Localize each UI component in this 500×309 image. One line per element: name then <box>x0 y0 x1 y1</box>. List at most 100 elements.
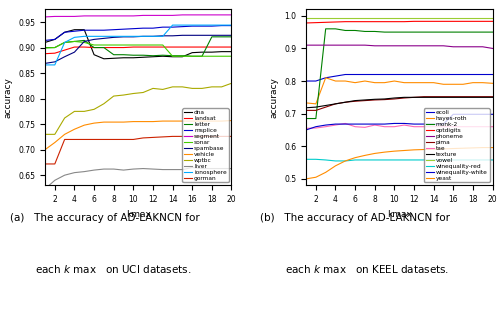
vowel <box>470 17 476 20</box>
ionosphere <box>228 23 234 27</box>
yeast <box>470 146 476 150</box>
yeast <box>352 156 358 159</box>
pima <box>322 105 328 109</box>
dna <box>101 57 107 61</box>
ionosphere <box>160 35 166 38</box>
msplice <box>228 24 234 28</box>
msplice <box>209 24 215 28</box>
ecoli <box>440 73 446 76</box>
liver <box>91 168 97 172</box>
pima <box>421 95 427 99</box>
texture <box>421 95 427 99</box>
phoneme <box>401 44 407 48</box>
ecoli <box>430 73 436 76</box>
wptbc <box>120 93 126 97</box>
ecoli <box>490 73 496 76</box>
vehicle <box>228 119 234 122</box>
landsat <box>72 45 78 49</box>
msplice <box>180 25 186 28</box>
Line: pima: pima <box>306 97 492 110</box>
optdigits <box>352 20 358 23</box>
phoneme <box>460 45 466 49</box>
yeast <box>392 149 398 153</box>
winequality-white <box>460 112 466 116</box>
msplice <box>140 26 146 30</box>
vowel <box>362 17 368 20</box>
gorman <box>130 138 136 141</box>
ecoli <box>342 73 348 76</box>
optdigits <box>382 20 388 23</box>
texture <box>450 95 456 99</box>
Legend: dna, landsat, letter, msplice, segment, sonar, spambase, vehicle, wptbc, liver, : dna, landsat, letter, msplice, segment, … <box>182 108 228 183</box>
letter <box>42 46 48 49</box>
msplice <box>199 24 205 28</box>
winequality-red <box>450 158 456 162</box>
monk-2 <box>372 30 378 33</box>
monk-2 <box>490 30 496 34</box>
gorman <box>218 134 224 138</box>
texture <box>401 95 407 99</box>
ionosphere <box>180 23 186 27</box>
monk-2 <box>322 27 328 31</box>
wptbc <box>62 116 68 120</box>
sonar <box>180 54 186 58</box>
winequality-red <box>382 158 388 162</box>
yeast <box>332 164 338 168</box>
pima <box>490 95 496 99</box>
texture <box>382 97 388 101</box>
landsat <box>218 45 224 49</box>
Line: ecoli: ecoli <box>306 74 492 81</box>
Line: winequality-red: winequality-red <box>306 159 492 161</box>
Line: msplice: msplice <box>45 26 232 40</box>
Line: vehicle: vehicle <box>45 121 232 150</box>
tae <box>490 125 496 129</box>
dna <box>130 56 136 60</box>
ecoli <box>450 73 456 76</box>
Line: dna: dna <box>45 30 232 59</box>
dna <box>91 53 97 57</box>
winequality-white <box>342 122 348 126</box>
optdigits <box>332 20 338 24</box>
monk-2 <box>421 30 427 34</box>
msplice <box>91 28 97 32</box>
texture <box>480 95 486 99</box>
vowel <box>372 17 378 20</box>
Text: (b)   The accuracy of AD-LAKNCN for: (b) The accuracy of AD-LAKNCN for <box>260 213 450 223</box>
spambase <box>52 60 58 64</box>
tae <box>430 125 436 129</box>
liver <box>189 166 195 169</box>
monk-2 <box>332 27 338 31</box>
segment <box>52 15 58 18</box>
ecoli <box>401 73 407 76</box>
phoneme <box>421 44 427 48</box>
sonar <box>42 46 48 50</box>
vowel <box>440 17 446 20</box>
liver <box>199 167 205 170</box>
ionosphere <box>218 23 224 27</box>
landsat <box>120 46 126 49</box>
vehicle <box>82 123 87 127</box>
yeast <box>460 146 466 150</box>
segment <box>130 14 136 18</box>
liver <box>170 168 175 171</box>
liver <box>140 167 146 170</box>
letter <box>180 54 186 57</box>
yeast <box>440 147 446 151</box>
msplice <box>120 27 126 31</box>
winequality-red <box>411 158 417 162</box>
pima <box>332 102 338 106</box>
spambase <box>42 61 48 65</box>
spambase <box>130 35 136 39</box>
letter <box>52 46 58 49</box>
yeast <box>313 176 319 179</box>
optdigits <box>450 19 456 23</box>
winequality-white <box>392 121 398 125</box>
monk-2 <box>303 117 309 121</box>
hayes-roth <box>372 81 378 84</box>
vowel <box>322 17 328 20</box>
hayes-roth <box>421 81 427 84</box>
dna <box>199 50 205 54</box>
dna <box>218 50 224 53</box>
phoneme <box>450 45 456 49</box>
hayes-roth <box>313 102 319 106</box>
